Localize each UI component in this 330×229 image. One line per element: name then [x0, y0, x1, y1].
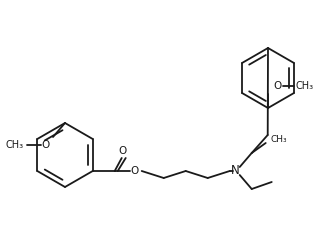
- Text: CH₃: CH₃: [296, 81, 314, 91]
- Text: CH₃: CH₃: [6, 140, 24, 150]
- Text: CH₃: CH₃: [271, 134, 287, 144]
- Text: N: N: [231, 164, 240, 177]
- Text: O: O: [41, 140, 49, 150]
- Text: O: O: [118, 146, 127, 156]
- Text: O: O: [131, 166, 139, 176]
- Text: O: O: [274, 81, 282, 91]
